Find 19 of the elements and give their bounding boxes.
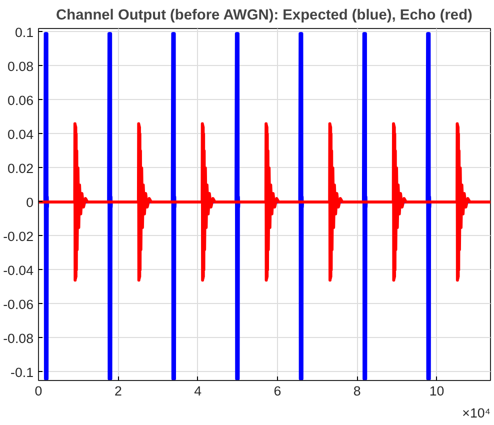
y-tick-label: 0 (26, 194, 34, 210)
x-tick-label: 2 (114, 384, 122, 398)
x-tick-label: 8 (353, 384, 361, 398)
y-tick-label: 0.06 (8, 92, 34, 108)
y-tick-label: -0.04 (3, 262, 34, 278)
chart-title: Channel Output (before AWGN): Expected (blue), Echo (red) (56, 8, 473, 24)
x-tick-label: 10 (429, 384, 444, 398)
text: ×10⁴ (462, 406, 491, 420)
y-tick-label: 0.02 (8, 160, 34, 176)
y-tick-label: -0.08 (3, 330, 34, 346)
y-tick-label: 0.04 (8, 126, 34, 142)
y-tick-label: -0.06 (3, 296, 34, 312)
y-tick-label: -0.02 (3, 228, 34, 244)
line-series (38, 122, 490, 282)
y-tick-label: 0.1 (14, 24, 34, 40)
x-tick-label: 6 (274, 384, 282, 398)
x-tick-label: 4 (194, 384, 202, 398)
y-tick-label: -0.1 (10, 365, 34, 380)
y-tick-label: 0.08 (8, 58, 34, 74)
